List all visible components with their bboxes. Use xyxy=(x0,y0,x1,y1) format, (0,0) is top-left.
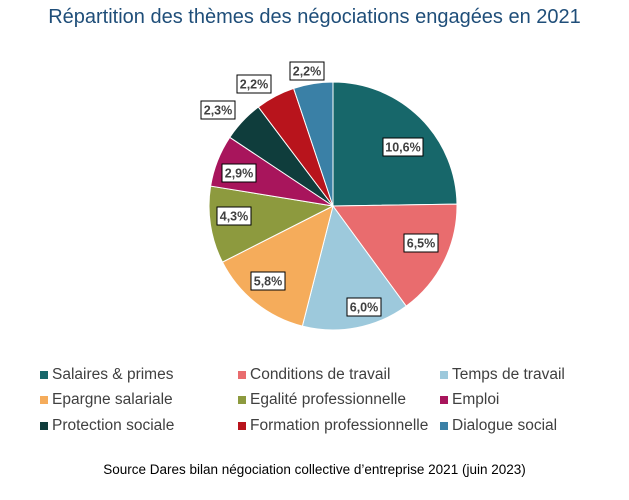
data-label-4: 4,3% xyxy=(216,206,252,226)
legend-item: Dialogue social xyxy=(440,417,557,435)
legend-item: Epargne salariale xyxy=(40,391,173,409)
pie-chart: 10,6% 6,5% 6,0% 5,8% 4,3% 2,9% 2,3% 2,2% 2,2% xyxy=(200,61,458,331)
data-label-1: 6,5% xyxy=(403,233,439,253)
legend-swatch xyxy=(40,422,48,430)
legend-item: Formation professionnelle xyxy=(238,417,428,435)
svg-text:6,0%: 6,0% xyxy=(350,301,379,315)
pie-slice-3 xyxy=(221,205,334,327)
svg-text:2,2%: 2,2% xyxy=(240,78,269,92)
legend-swatch xyxy=(440,422,448,430)
source-note: Source Dares bilan négociation collectiv… xyxy=(103,462,526,477)
legend-item: Egalité professionnelle xyxy=(238,391,406,409)
data-label-8: 2,2% xyxy=(289,61,325,81)
legend-item: Protection sociale xyxy=(40,417,174,435)
svg-text:4,3%: 4,3% xyxy=(220,210,249,224)
legend-label: Protection sociale xyxy=(52,417,175,434)
data-label-3: 5,8% xyxy=(250,271,286,291)
legend-swatch xyxy=(440,396,448,404)
data-label-5: 2,9% xyxy=(221,163,257,183)
legend-label: Salaires & primes xyxy=(52,366,174,383)
svg-text:2,3%: 2,3% xyxy=(204,104,233,118)
legend-swatch xyxy=(440,371,448,379)
data-label-7: 2,2% xyxy=(236,74,272,94)
pie-slice-4 xyxy=(208,185,335,263)
legend-swatch xyxy=(238,422,246,430)
legend-swatch xyxy=(238,371,246,379)
data-label-2: 6,0% xyxy=(346,297,382,317)
legend-swatch xyxy=(40,371,48,379)
svg-text:6,5%: 6,5% xyxy=(407,237,436,251)
legend-item: Emploi xyxy=(440,391,499,409)
data-label-6: 2,3% xyxy=(200,100,236,120)
legend-item: Conditions de travail xyxy=(238,366,390,384)
legend-label: Conditions de travail xyxy=(250,366,391,383)
legend-swatch xyxy=(40,396,48,404)
legend-swatch xyxy=(238,396,246,404)
legend-label: Emploi xyxy=(452,391,500,408)
legend-label: Temps de travail xyxy=(452,366,565,383)
chart-title: Répartition des thèmes des négociations … xyxy=(48,6,581,28)
data-label-0: 10,6% xyxy=(382,137,424,157)
legend-label: Egalité professionnelle xyxy=(250,391,406,408)
legend-label: Dialogue social xyxy=(452,417,558,434)
legend-label: Formation professionnelle xyxy=(250,417,429,434)
pie-slice-1 xyxy=(332,203,458,307)
svg-text:10,6%: 10,6% xyxy=(385,141,420,155)
pie-slice-8 xyxy=(293,81,334,207)
legend-label: Epargne salariale xyxy=(52,391,173,408)
svg-text:2,9%: 2,9% xyxy=(225,167,254,181)
svg-text:2,2%: 2,2% xyxy=(293,65,322,79)
legend-item: Temps de travail xyxy=(440,366,565,384)
legend-item: Salaires & primes xyxy=(40,366,173,384)
svg-text:5,8%: 5,8% xyxy=(254,275,283,289)
